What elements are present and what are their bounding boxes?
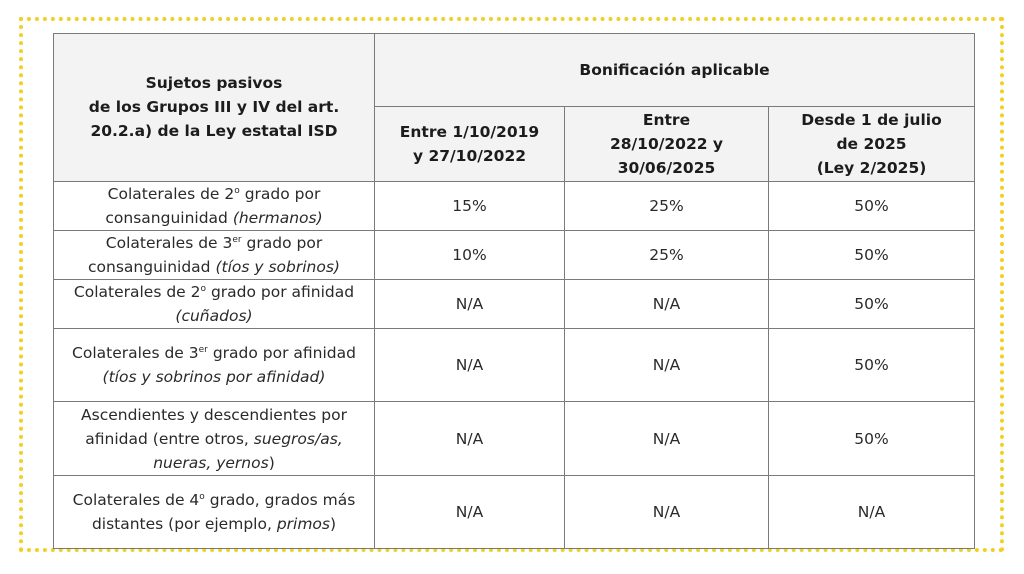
value-cell: 10% — [374, 229, 565, 280]
period-line: Desde 1 de julio — [801, 110, 942, 129]
value-cell: 50% — [767, 328, 976, 403]
value-cell: N/A — [564, 474, 769, 550]
header-row-top: Sujetos pasivos de los Grupos III y IV d… — [53, 32, 976, 182]
period-line: 28/10/2022 y — [609, 134, 724, 153]
period-line: (Ley 2/2025) — [816, 158, 927, 177]
value-cell: 50% — [767, 180, 976, 231]
subject-cell: Colaterales de 3er grado por consanguini… — [53, 229, 375, 280]
subject-text: grado por afinidad — [206, 283, 355, 302]
ordinal-superscript: o — [199, 491, 205, 502]
period-line: de 2025 — [836, 134, 907, 153]
subject-examples: (tíos y sobrinos) — [215, 257, 340, 276]
subject-text: grado por afinidad — [207, 344, 356, 363]
subject-text: Colaterales de 3 — [105, 233, 233, 252]
subject-examples: (cuñados) — [175, 307, 253, 326]
header-row-periods: Entre 1/10/2019 y 27/10/2022 Entre 28/10… — [54, 106, 976, 182]
period-line: Entre — [642, 110, 691, 129]
bonus-table: Sujetos pasivos de los Grupos III y IV d… — [53, 32, 976, 550]
table-row: Colaterales de 4o grado, grados más dist… — [53, 474, 976, 550]
table-row: Colaterales de 2o grado por afinidad (cu… — [53, 278, 976, 330]
dotted-frame — [19, 17, 1004, 552]
value-cell: N/A — [767, 474, 976, 550]
period-header-2022-2025: Entre 28/10/2022 y 30/06/2025 — [564, 106, 769, 182]
value-cell: 50% — [767, 401, 976, 476]
value-cell: N/A — [564, 278, 769, 330]
subject-examples: (hermanos) — [232, 208, 323, 227]
subject-text: Colaterales de 2 — [73, 283, 201, 302]
subject-cell: Colaterales de 3er grado por afinidad (t… — [53, 328, 375, 403]
subject-cell: Colaterales de 4o grado, grados más dist… — [53, 474, 375, 550]
period-line: y 27/10/2022 — [412, 146, 527, 165]
subjects-header-line: 20.2.a) de la Ley estatal ISD — [90, 122, 338, 141]
subject-examples: primos — [276, 514, 330, 533]
subject-text: Colaterales de 4 — [72, 490, 200, 509]
value-cell: N/A — [374, 474, 565, 550]
value-cell: 25% — [564, 180, 769, 231]
subjects-header-line: de los Grupos III y IV del art. — [88, 98, 340, 117]
value-cell: N/A — [564, 401, 769, 476]
subject-text: Ascendientes y descendientes por afinida… — [81, 405, 347, 448]
subject-text: Colaterales de 3 — [72, 344, 199, 363]
subject-cell: Colaterales de 2o grado por afinidad (cu… — [53, 278, 375, 330]
table-row: Colaterales de 3er grado por afinidad (t… — [53, 328, 976, 403]
subject-examples: (tíos y sobrinos por afinidad) — [102, 368, 326, 387]
bonus-group-header: Bonificación aplicable — [373, 32, 976, 108]
ordinal-superscript: o — [200, 284, 207, 295]
subject-text: Colaterales de 2 — [107, 184, 235, 203]
subject-examples: suegros/as, nueras, yernos — [153, 429, 343, 472]
subject-cell: Ascendientes y descendientes por afinida… — [53, 401, 375, 476]
value-cell: N/A — [564, 328, 769, 403]
period-line: 30/06/2025 — [617, 158, 716, 177]
ordinal-superscript: er — [198, 345, 208, 356]
table-row: Colaterales de 3er grado por consanguini… — [53, 229, 976, 280]
ordinal-superscript: o — [234, 185, 240, 196]
subject-cell: Colaterales de 2o grado por consanguinid… — [53, 180, 375, 231]
subject-text: ) — [268, 453, 275, 472]
subjects-header: Sujetos pasivos de los Grupos III y IV d… — [53, 33, 375, 182]
period-line: Entre 1/10/2019 — [399, 122, 540, 141]
value-cell: N/A — [374, 401, 565, 476]
subject-text: ) — [330, 514, 337, 533]
value-cell: 50% — [767, 229, 976, 280]
subjects-header-line: Sujetos pasivos — [145, 74, 283, 93]
subject-text: grado, grados más distantes (por ejemplo… — [91, 490, 356, 533]
value-cell: 25% — [564, 229, 769, 280]
table-row: Colaterales de 2o grado por consanguinid… — [53, 180, 976, 231]
ordinal-superscript: er — [232, 234, 242, 245]
value-cell: 15% — [374, 180, 565, 231]
value-cell: 50% — [767, 278, 976, 330]
subject-text: grado por consanguinidad — [88, 233, 323, 276]
value-cell: N/A — [374, 278, 565, 330]
period-header-2019-2022: Entre 1/10/2019 y 27/10/2022 — [374, 106, 565, 182]
subject-text: grado por consanguinidad — [105, 184, 321, 227]
table-row: Ascendientes y descendientes por afinida… — [53, 401, 976, 476]
period-header-from-2025: Desde 1 de julio de 2025 (Ley 2/2025) — [767, 106, 976, 182]
value-cell: N/A — [374, 328, 565, 403]
